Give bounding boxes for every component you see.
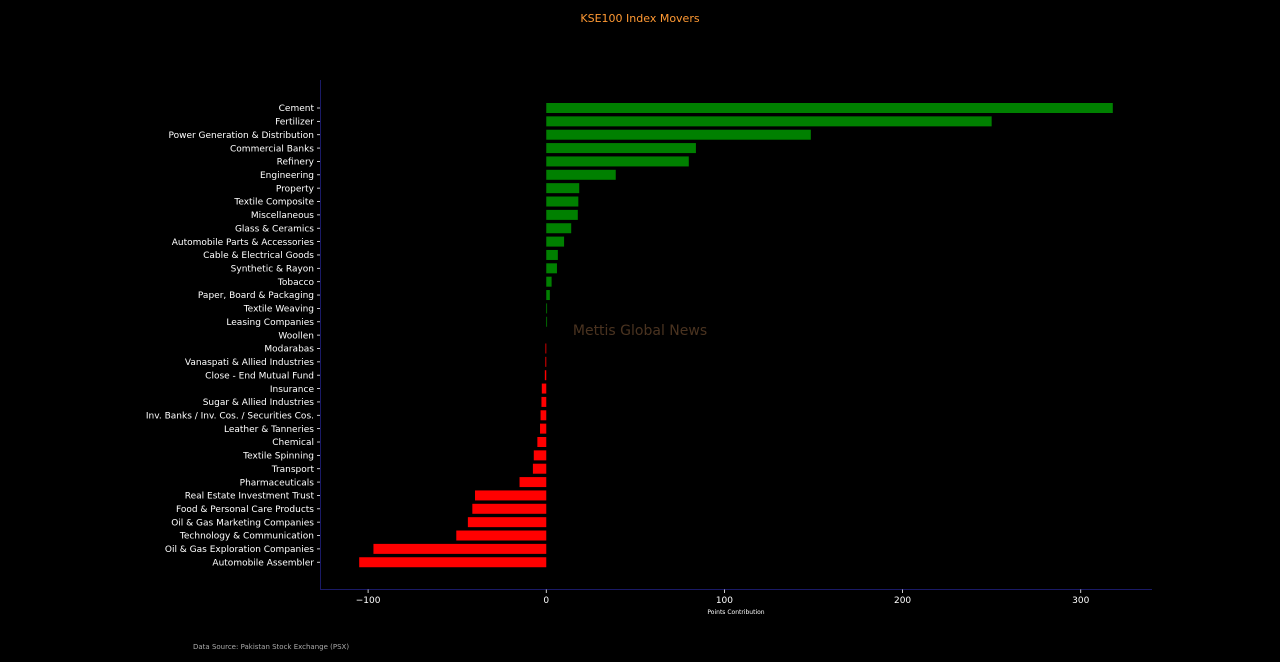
- category-label: Synthetic & Rayon: [231, 265, 314, 275]
- bar: [541, 383, 547, 394]
- category-label: Power Generation & Distribution: [168, 131, 314, 141]
- bar: [546, 316, 548, 327]
- category-label: Textile Spinning: [242, 452, 314, 462]
- bar: [537, 437, 547, 447]
- bar: [519, 477, 547, 488]
- bar: [546, 303, 548, 314]
- bar: [472, 503, 547, 514]
- bar: [546, 290, 550, 301]
- bar: [546, 196, 579, 207]
- category-label: Textile Weaving: [243, 305, 314, 315]
- bar: [541, 396, 547, 407]
- data-source-note: Data Source: Pakistan Stock Exchange (PS…: [193, 643, 349, 651]
- bar: [359, 557, 547, 568]
- category-label: Inv. Banks / Inv. Cos. / Securities Cos.: [146, 411, 314, 421]
- category-label: Leather & Tanneries: [224, 425, 314, 435]
- category-labels: Cement Fertilizer Power Generation & Distr…: [146, 104, 320, 568]
- category-label: Leasing Companies: [226, 318, 314, 328]
- bar: [540, 410, 547, 421]
- bar: [546, 116, 992, 127]
- bar: [373, 543, 547, 554]
- x-tick-label: 100: [716, 596, 733, 606]
- bar: [474, 490, 547, 501]
- category-label: Vanaspati & Allied Industries: [185, 358, 314, 368]
- category-label: Miscellaneous: [251, 211, 314, 221]
- category-label: Sugar & Allied Industries: [203, 398, 315, 408]
- category-label: Refinery: [277, 158, 315, 168]
- category-label: Technology & Communication: [179, 532, 314, 542]
- bar: [546, 209, 578, 220]
- bar: [546, 169, 616, 180]
- x-axis-ticks: −100 0 100 200 300: [356, 589, 1090, 606]
- category-label: Textile Composite: [233, 198, 314, 208]
- category-label: Property: [276, 184, 315, 194]
- category-label: Close - End Mutual Fund: [205, 371, 314, 381]
- bar: [532, 463, 547, 474]
- x-tick-label: 200: [894, 596, 911, 606]
- category-label: Oil & Gas Marketing Companies: [171, 518, 314, 528]
- bar: [540, 423, 547, 434]
- bar: [546, 183, 580, 194]
- bar: [546, 276, 552, 287]
- bar: [544, 370, 547, 381]
- category-label: Paper, Board & Packaging: [198, 291, 314, 301]
- bar: [533, 450, 547, 461]
- bar: [546, 236, 565, 247]
- category-label: Engineering: [260, 171, 314, 181]
- bars-group: [359, 103, 1113, 568]
- category-label: Tobacco: [277, 278, 315, 288]
- bar: [546, 129, 811, 140]
- bar: [546, 156, 689, 167]
- bar: [467, 517, 547, 528]
- bar: [546, 263, 557, 274]
- category-label: Cable & Electrical Goods: [203, 251, 314, 261]
- bar: [545, 343, 547, 354]
- bar: [546, 143, 696, 154]
- bar: [545, 356, 547, 367]
- category-label: Automobile Assembler: [212, 558, 314, 568]
- category-label: Modarabas: [264, 345, 314, 355]
- x-tick-label: −100: [356, 596, 381, 606]
- bar: [456, 530, 547, 541]
- x-tick-label: 0: [543, 596, 549, 606]
- x-tick-label: 300: [1072, 596, 1089, 606]
- category-label: Woollen: [278, 331, 314, 341]
- bar: [546, 249, 558, 260]
- chart-title: KSE100 Index Movers: [580, 12, 699, 25]
- category-label: Food & Personal Care Products: [176, 505, 314, 515]
- category-label: Cement: [279, 104, 315, 114]
- category-label: Insurance: [270, 385, 315, 395]
- category-label: Transport: [271, 465, 315, 475]
- category-label: Glass & Ceramics: [235, 224, 314, 234]
- category-label: Real Estate Investment Trust: [185, 492, 315, 502]
- category-label: Automobile Parts & Accessories: [172, 238, 315, 248]
- watermark: Mettis Global News: [573, 323, 707, 339]
- bar: [546, 223, 572, 234]
- category-label: Oil & Gas Exploration Companies: [165, 545, 314, 555]
- bar: [546, 103, 1113, 113]
- x-axis-label: Points Contribution: [707, 609, 764, 616]
- category-label: Fertilizer: [275, 118, 314, 128]
- category-label: Chemical: [272, 438, 314, 448]
- category-label: Commercial Banks: [230, 144, 314, 154]
- category-label: Pharmaceuticals: [240, 478, 315, 488]
